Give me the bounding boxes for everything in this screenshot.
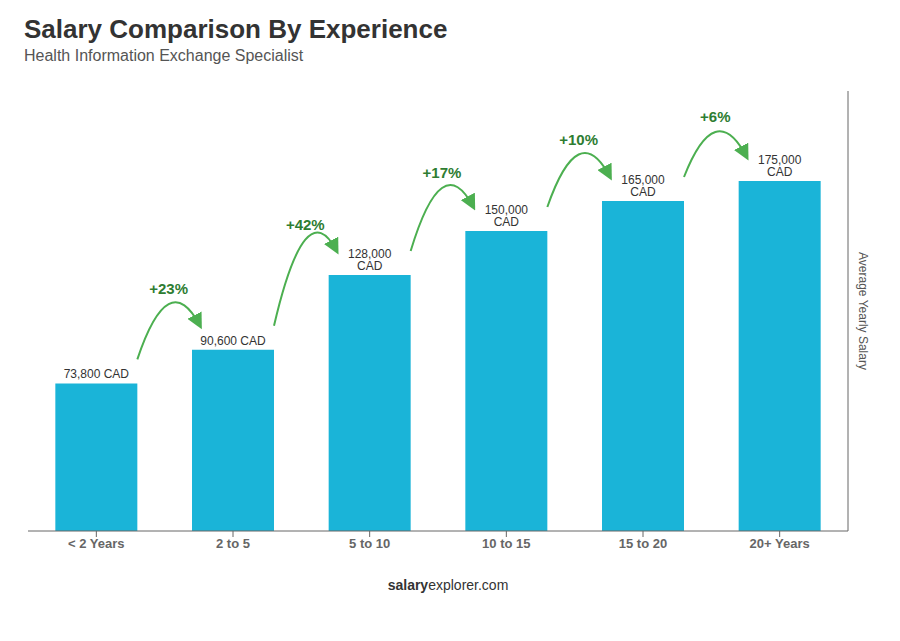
svg-text:+23%: +23%	[149, 280, 188, 297]
svg-text:+42%: +42%	[286, 216, 325, 233]
svg-text:< 2 Years: < 2 Years	[68, 536, 125, 551]
svg-text:2 to 5: 2 to 5	[216, 536, 250, 551]
svg-text:+17%: +17%	[423, 164, 462, 181]
svg-text:+6%: +6%	[700, 108, 730, 125]
svg-text:73,800 CAD: 73,800 CAD	[64, 367, 130, 381]
svg-text:Average Yearly Salary: Average Yearly Salary	[856, 252, 870, 370]
svg-text:5 to 10: 5 to 10	[349, 536, 390, 551]
svg-text:150,000CAD: 150,000CAD	[485, 203, 529, 229]
svg-text:90,600 CAD: 90,600 CAD	[200, 334, 266, 348]
html-text:salary explorer.com: salary explorer.com	[387, 577, 509, 593]
svg-text:10 to 15: 10 to 15	[482, 536, 530, 551]
html-text:Health Information Exchange Sp: Health Information Exchange Specialist	[24, 47, 304, 64]
html-text:Salary Comparison By Experienc: Salary Comparison By Experience	[24, 14, 448, 44]
svg-text:15 to 20: 15 to 20	[619, 536, 667, 551]
svg-text:165,000CAD: 165,000CAD	[621, 173, 665, 199]
svg-text:175,000CAD: 175,000CAD	[758, 153, 802, 179]
svg-text:+10%: +10%	[559, 131, 598, 148]
svg-text:20+ Years: 20+ Years	[750, 536, 810, 551]
svg-text:128,000CAD: 128,000CAD	[348, 247, 392, 273]
